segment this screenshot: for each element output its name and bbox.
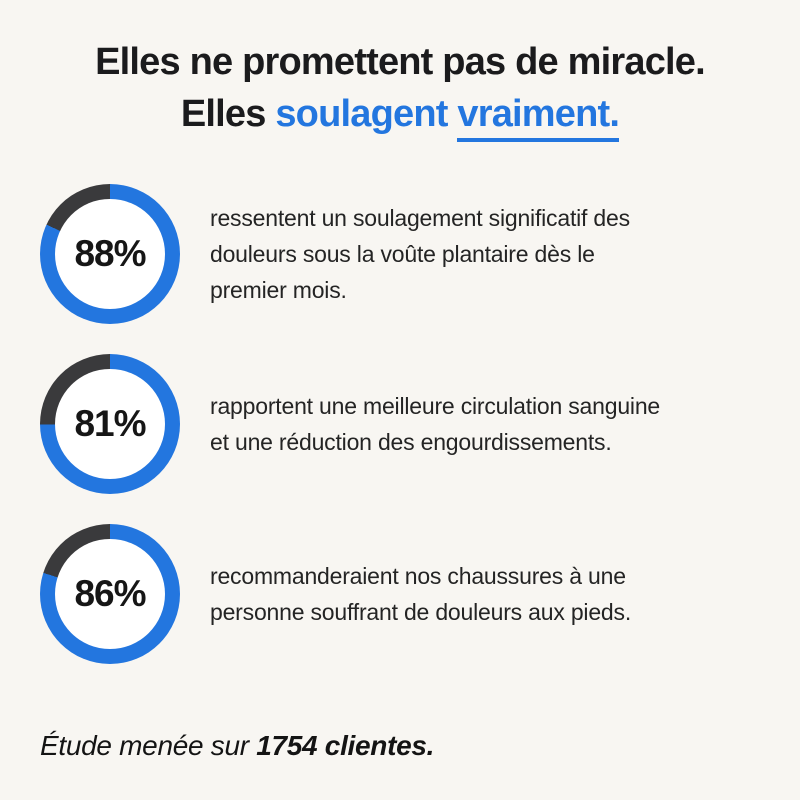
donut-center-86: 86% — [55, 539, 165, 650]
page-title: Elles ne promettent pas de miracle. Elle… — [40, 36, 760, 143]
title-line-2: Elles soulagent vraiment. — [40, 88, 760, 143]
stat-description-1: ressentent un soulagement significatif d… — [210, 200, 630, 309]
stat-description-2-line-2: et une réduction des engourdissements. — [210, 429, 612, 456]
study-note-prefix: Étude menée sur — [40, 730, 257, 762]
donut-chart-86: 86% — [40, 524, 180, 665]
study-note-count: 1754 clientes. — [256, 730, 435, 762]
stat-description-1-line-2: douleurs sous la voûte plantaire dès le — [210, 241, 595, 268]
stat-row-3: 86% recommanderaient nos chaussures à un… — [40, 524, 760, 665]
stat-description-2: rapportent une meilleure circulation san… — [210, 388, 660, 461]
title-line-1: Elles ne promettent pas de miracle. — [95, 41, 706, 83]
title-line2-underlined: vraiment. — [457, 94, 620, 143]
stat-row-2: 81% rapportent une meilleure circulation… — [40, 354, 760, 495]
percent-value-81: 81% — [74, 403, 146, 445]
stat-row-1: 88% ressentent un soulagement significat… — [40, 184, 760, 325]
title-line2-prefix: Elles — [180, 93, 267, 136]
study-note: Étude menée sur 1754 clientes. — [40, 730, 760, 762]
stat-description-2-line-1: rapportent une meilleure circulation san… — [210, 392, 661, 419]
donut-chart-81: 81% — [40, 354, 180, 495]
stats-list: 88% ressentent un soulagement significat… — [40, 184, 760, 665]
percent-value-88: 88% — [74, 233, 146, 275]
donut-chart-88: 88% — [40, 184, 180, 325]
donut-center-88: 88% — [55, 199, 165, 310]
stat-description-3: recommanderaient nos chaussures à une pe… — [210, 558, 631, 631]
stat-description-3-line-2: personne souffrant de douleurs aux pieds… — [210, 599, 632, 626]
percent-value-86: 86% — [74, 573, 146, 615]
donut-center-81: 81% — [55, 369, 165, 480]
stat-description-3-line-1: recommanderaient nos chaussures à une — [210, 562, 626, 589]
title-line2-highlight: soulagent — [265, 93, 458, 136]
stat-description-1-line-1: ressentent un soulagement significatif d… — [210, 204, 630, 231]
stat-description-1-line-3: premier mois. — [210, 277, 347, 304]
